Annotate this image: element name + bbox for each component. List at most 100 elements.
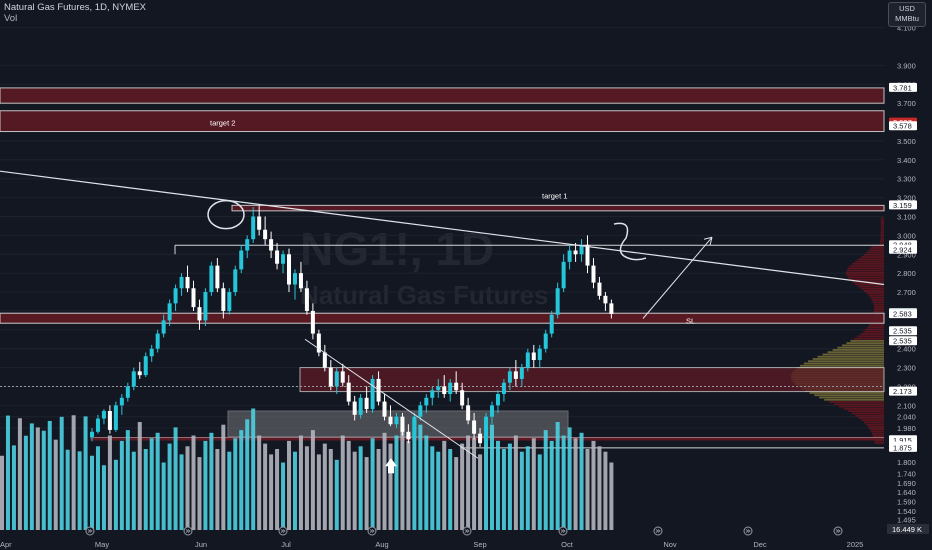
event-marker-glyph [655, 529, 661, 533]
candle-body [257, 216, 262, 230]
volume-bar [549, 440, 554, 530]
target-2-zone [0, 110, 885, 133]
price-tag-label: 3.578 [893, 122, 912, 131]
y-tick-label: 3.200 [897, 194, 916, 203]
event-marker-glyph [369, 529, 375, 533]
volume-profile-bar [858, 285, 884, 288]
candle-body [239, 250, 244, 270]
volume-profile-bar [845, 271, 884, 274]
volume-bar [531, 438, 536, 530]
volume-indicator-label[interactable]: Vol [4, 13, 18, 24]
candle-body [418, 405, 423, 417]
volume-bar [101, 465, 106, 530]
y-tick-label: 3.000 [897, 231, 916, 240]
price-tag-label: 2.924 [893, 245, 912, 254]
price-tag [889, 244, 917, 254]
downtrend-line [304, 338, 479, 459]
volume-bar [352, 451, 357, 530]
price-tag [889, 82, 917, 92]
volume-bar [358, 446, 363, 530]
currency-unit-button[interactable]: USD MMBtu [888, 2, 926, 27]
candle-body [113, 405, 118, 430]
volume-bar [501, 449, 506, 530]
volume-bar [179, 454, 184, 530]
volume-profile-bar [817, 355, 884, 358]
volume-bar [131, 451, 136, 530]
x-tick-label: Oct [561, 540, 574, 549]
volume-layer [0, 408, 614, 530]
candle-body [358, 397, 363, 415]
candle-body [495, 394, 500, 406]
volume-profile-bar [846, 274, 884, 277]
y-tick-label: 1.690 [897, 479, 916, 488]
volume-bar [221, 424, 226, 530]
candle-body [555, 288, 560, 315]
candle-body [436, 386, 441, 391]
y-tick-label: 1.495 [897, 516, 916, 525]
volume-bar [448, 449, 453, 530]
candle-body [442, 386, 447, 395]
candle-body [101, 411, 106, 419]
volume-bar [11, 445, 16, 530]
volume-profile-bar [861, 287, 884, 290]
y-tick-label: 2.800 [897, 269, 916, 278]
event-marker-glyph [87, 529, 93, 533]
volume-bar [316, 454, 321, 530]
price-tag-label: 1.875 [893, 443, 912, 452]
volume-bar [95, 446, 100, 530]
candle-body [322, 352, 327, 368]
candle-body [525, 352, 530, 368]
candle-body [298, 273, 303, 289]
candle-body [454, 382, 459, 391]
x-tick-label: Jul [281, 540, 291, 549]
volume-profile-bar [874, 439, 884, 442]
volume-profile-bar [863, 330, 884, 333]
volume-bar [304, 446, 309, 530]
volume-bar [197, 457, 202, 530]
time-axis: Apr May Jun Jul Aug Sep Oct Nov Dec 2025 [0, 538, 932, 550]
volume-bar [83, 416, 88, 530]
volume-profile-bar [870, 430, 884, 433]
annotation-label: target 2 [210, 119, 235, 128]
candle-body [340, 371, 345, 383]
event-marker-glyph [560, 529, 566, 533]
candle-body [215, 265, 220, 289]
candle-body [167, 303, 172, 321]
volume-bar [161, 462, 166, 530]
volume-bar [412, 419, 417, 530]
volume-bar [555, 422, 560, 530]
volume-bar [251, 408, 256, 530]
volume-bar [227, 451, 232, 530]
candle-body [90, 431, 94, 438]
volume-profile-bar [873, 305, 884, 308]
volume-profile-bar [870, 296, 884, 299]
x-tick-label: Sep [473, 540, 486, 549]
volume-profile-bar [872, 301, 884, 304]
event-marker-glyph [280, 529, 286, 533]
x-tick-label: Apr [0, 540, 12, 549]
volume-profile-bar [880, 228, 884, 231]
candle-body [263, 229, 268, 240]
resistance-zone [0, 87, 885, 104]
volume-bar [137, 422, 142, 530]
volume-bar [209, 432, 214, 530]
price-tag-label: 2.583 [893, 310, 912, 319]
volume-profile-bar [822, 353, 884, 356]
symbol-watermark: NG1!, 1D [300, 223, 495, 275]
volume-profile-bar [880, 237, 884, 240]
y-tick-label: 2.400 [897, 345, 916, 354]
candle-body [406, 431, 411, 440]
candle-body [334, 371, 339, 387]
volume-profile-bar [869, 324, 884, 326]
y-tick-label: 2.040 [897, 413, 916, 422]
volume-bar [376, 449, 381, 530]
volume-profile-bar [847, 267, 884, 270]
volume-bar [65, 449, 70, 530]
volume-profile-bar [814, 394, 884, 397]
candle-body [430, 390, 435, 398]
volume-profile-bar [867, 326, 884, 329]
candle-body [394, 416, 399, 425]
y-tick-label: 1.980 [897, 424, 916, 433]
